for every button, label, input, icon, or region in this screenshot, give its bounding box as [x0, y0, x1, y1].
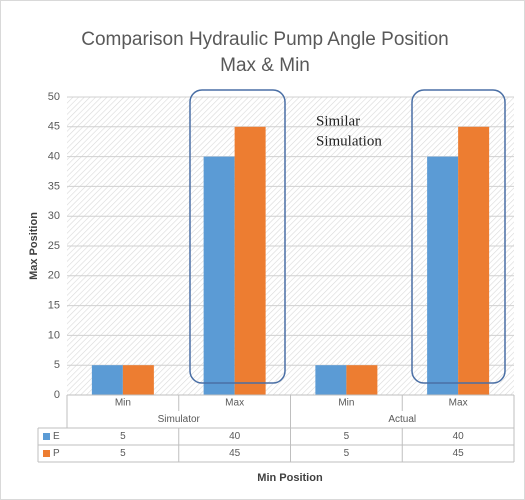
bar	[122, 365, 154, 395]
x-tick-label: Max	[449, 398, 468, 409]
legend-key	[43, 433, 50, 440]
x-group-label: Actual	[388, 414, 416, 425]
table-value: 5	[344, 448, 350, 459]
y-tick-label: 45	[48, 121, 60, 133]
bar	[458, 126, 490, 396]
bar	[91, 365, 123, 395]
x-axis-title: Min Position	[257, 472, 323, 484]
legend-label: E	[53, 431, 60, 442]
y-axis-title: Max Position	[28, 212, 40, 280]
y-tick-label: 10	[48, 329, 60, 341]
y-tick-label: 35	[48, 180, 60, 192]
y-tick-label: 15	[48, 300, 60, 312]
y-tick-label: 25	[48, 240, 60, 252]
table-value: 5	[344, 431, 350, 442]
table-value: 5	[120, 448, 126, 459]
legend-key	[43, 450, 50, 457]
y-tick-label: 0	[54, 389, 60, 401]
y-tick-label: 30	[48, 210, 60, 222]
bar	[315, 365, 347, 395]
x-group-label: Simulator	[158, 414, 201, 425]
table-value: 45	[453, 448, 465, 459]
y-tick-label: 20	[48, 270, 60, 282]
highlight-box	[411, 89, 506, 384]
table-value: 40	[229, 431, 241, 442]
annotation: Simulation	[316, 133, 382, 149]
x-tick-label: Max	[225, 398, 244, 409]
bar	[234, 126, 266, 396]
x-tick-label: Min	[115, 398, 131, 409]
bar	[427, 156, 459, 395]
annotation: Similar	[316, 113, 360, 129]
table-value: 5	[120, 431, 126, 442]
y-tick-label: 50	[48, 91, 60, 103]
bar	[346, 365, 378, 395]
bar	[203, 156, 235, 395]
y-tick-label: 5	[54, 359, 60, 371]
table-value: 40	[453, 431, 465, 442]
highlight-box	[189, 89, 286, 384]
chart-title: Max & Min	[220, 55, 310, 76]
table-value: 45	[229, 448, 241, 459]
y-tick-label: 40	[48, 151, 60, 163]
x-tick-label: Min	[338, 398, 354, 409]
chart-title: Comparison Hydraulic Pump Angle Position	[81, 29, 449, 50]
legend-label: P	[53, 448, 60, 459]
